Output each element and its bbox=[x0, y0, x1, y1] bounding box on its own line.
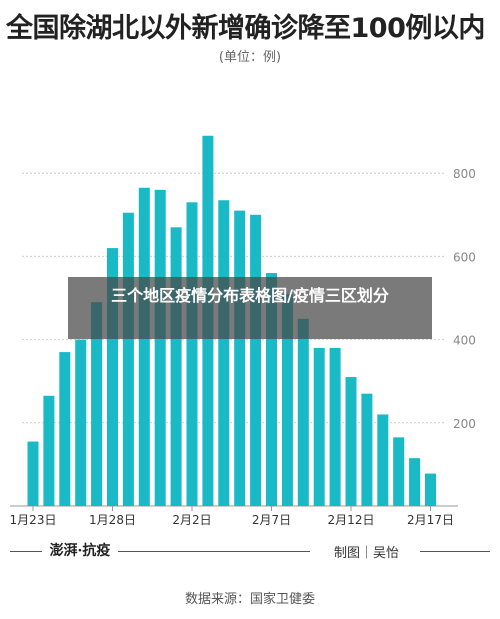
bar bbox=[27, 441, 39, 506]
x-tick-labels: 1月23日 1月28日 2月2日 2月7日 2月12日 2月17日 bbox=[10, 506, 454, 527]
overlay-caption: 三个地区疫情分布表格图/疫情三区划分 bbox=[68, 277, 432, 339]
chart-title: 全国除湖北以外新增确诊降至100例以内 bbox=[6, 13, 485, 44]
bar bbox=[250, 214, 262, 507]
bar bbox=[377, 414, 389, 506]
bar bbox=[75, 339, 87, 506]
bar bbox=[186, 202, 198, 506]
data-source: 数据来源：国家卫健委 bbox=[184, 592, 315, 607]
bar bbox=[409, 458, 421, 506]
bar bbox=[425, 473, 436, 506]
bar bbox=[91, 302, 103, 506]
chart-credit: 制图｜吴怡 bbox=[328, 542, 406, 561]
bar bbox=[393, 437, 405, 506]
y-tick-label: 200 bbox=[453, 417, 476, 431]
bar bbox=[43, 395, 55, 506]
bar bbox=[107, 248, 118, 506]
bar bbox=[281, 293, 293, 506]
bar bbox=[122, 212, 134, 506]
y-tick-label: 400 bbox=[453, 334, 476, 348]
x-tick-label: 2月2日 bbox=[172, 513, 211, 527]
unit-label: (单位：例) bbox=[218, 50, 282, 65]
bar bbox=[361, 393, 373, 506]
bar bbox=[329, 347, 341, 506]
bars bbox=[27, 135, 436, 507]
y-tick-label: 600 bbox=[453, 250, 476, 264]
bar bbox=[59, 352, 71, 506]
bar bbox=[345, 377, 357, 506]
bar bbox=[297, 318, 309, 506]
x-tick-label: 2月7日 bbox=[252, 513, 291, 527]
footer-divider-left bbox=[10, 551, 310, 552]
x-tick-label: 1月23日 bbox=[10, 513, 57, 527]
bar bbox=[154, 189, 166, 506]
bar bbox=[170, 227, 182, 506]
footer-divider-right bbox=[420, 551, 490, 552]
bar bbox=[266, 273, 277, 506]
bar bbox=[313, 347, 325, 506]
publisher-logo: 澎湃·抗疫 bbox=[42, 539, 118, 563]
bar bbox=[138, 187, 150, 506]
x-tick-label: 1月28日 bbox=[89, 513, 136, 527]
bar bbox=[218, 200, 230, 507]
y-tick-labels: 200 400 600 800 bbox=[453, 167, 476, 431]
x-tick-label: 2月12日 bbox=[328, 513, 375, 527]
bar bbox=[234, 210, 246, 506]
x-tick-label: 2月17日 bbox=[407, 513, 454, 527]
y-tick-label: 800 bbox=[453, 167, 476, 181]
